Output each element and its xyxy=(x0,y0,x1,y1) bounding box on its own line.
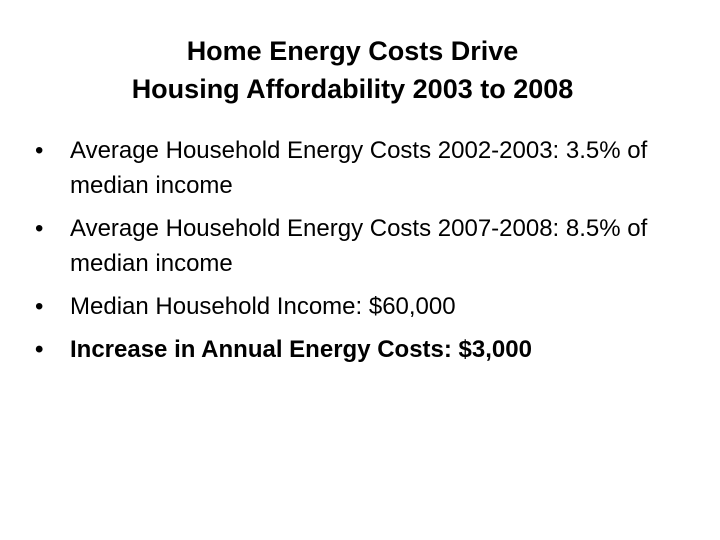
slide-title: Home Energy Costs Drive Housing Affordab… xyxy=(0,32,705,108)
bullet: Median Household Income: $60,000 xyxy=(35,289,670,324)
bullet: Increase in Annual Energy Costs: $3,000 xyxy=(35,332,670,367)
title-line: Home Energy Costs Drive xyxy=(186,36,519,66)
bullet-list: Average Household Energy Costs 2002-2003… xyxy=(35,133,675,375)
title-line: Housing Affordability 2003 to 2008 xyxy=(131,74,574,104)
bullet: Average Household Energy Costs 2007-2008… xyxy=(35,211,670,281)
bullet: Average Household Energy Costs 2002-2003… xyxy=(35,133,670,203)
